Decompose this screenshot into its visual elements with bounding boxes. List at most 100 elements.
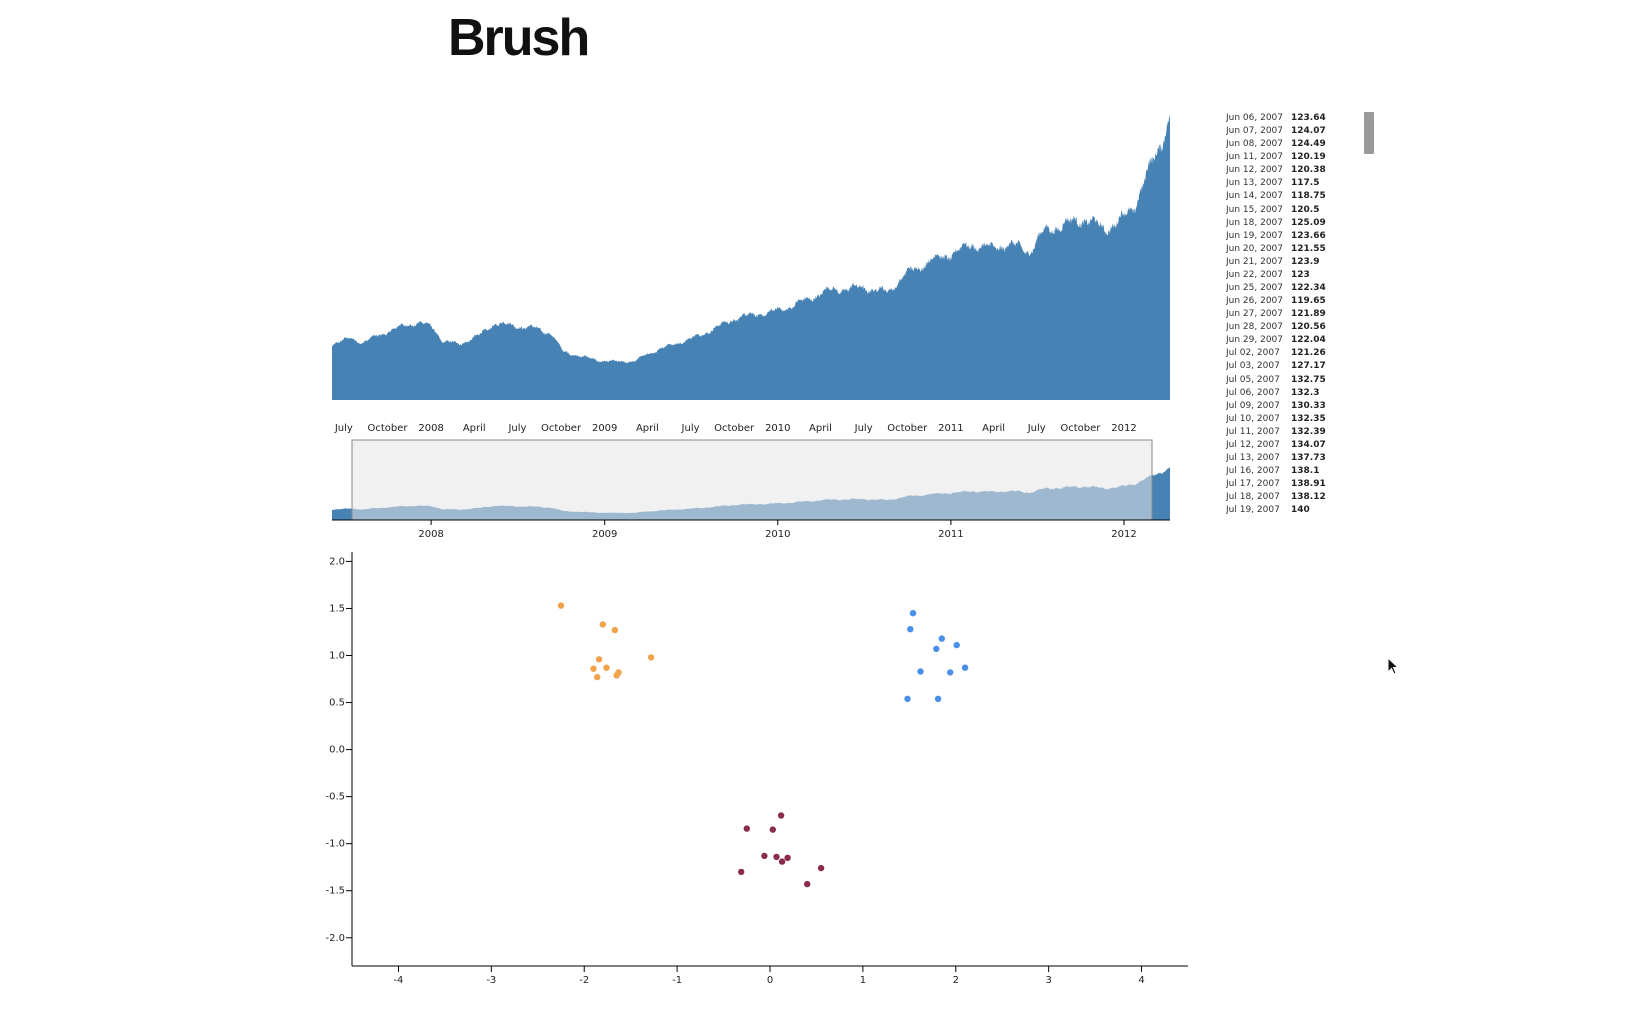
- scatter-y-tick-label: -1.5: [325, 886, 345, 897]
- table-value: 119.65: [1291, 296, 1326, 307]
- table-date: Jun 25, 2007: [1226, 283, 1284, 294]
- focus-x-tick-label: April: [636, 423, 659, 434]
- scatter-point-maroon: [738, 868, 745, 876]
- scatter-x-tick-label: -3: [486, 975, 496, 986]
- scatter-point-maroon: [817, 864, 825, 872]
- scatter-point-blue: [907, 626, 914, 633]
- table-row: Jun 19, 2007 123.66: [1226, 230, 1376, 243]
- scatter-x-tick-label: 4: [1138, 975, 1144, 986]
- focus-x-tick-label: 2010: [765, 423, 790, 434]
- table-row: Jun 13, 2007 117.5: [1226, 177, 1376, 190]
- context-x-tick-label: 2011: [938, 529, 963, 540]
- table-date: Jun 11, 2007: [1226, 152, 1284, 163]
- focus-x-tick-label: October: [1060, 423, 1101, 434]
- scatter-point-blue: [953, 641, 960, 649]
- table-row: Jun 07, 2007 124.07: [1226, 125, 1376, 138]
- table-row: Jul 16, 2007 138.1: [1226, 465, 1376, 478]
- table-row: Jul 19, 2007 140: [1226, 504, 1376, 516]
- table-value: 123.64: [1291, 113, 1326, 123]
- focus-x-tick-label: October: [541, 423, 582, 434]
- table-row: Jun 06, 2007 123.64: [1226, 112, 1376, 125]
- table-date: Jun 14, 2007: [1226, 191, 1284, 202]
- table-date: Jul 05, 2007: [1226, 374, 1280, 385]
- context-x-tick-label: 2008: [418, 529, 443, 540]
- data-table[interactable]: Jun 06, 2007 123.64 Jun 07, 2007 124.07 Jun …: [1226, 112, 1376, 516]
- table-date: Jun 08, 2007: [1226, 139, 1284, 150]
- focus-x-tick-label: 2008: [418, 423, 443, 434]
- focus-x-tick-label: July: [854, 423, 873, 434]
- scatter-chart: 2.0 1.5 1.0 0.5 0.0 -0.5 -1.0 -1.5 -2.0 -4 -3 -2 -1 0…: [325, 552, 1188, 986]
- table-value: 121.89: [1291, 309, 1326, 320]
- scatter-point-maroon: [761, 852, 768, 860]
- table-value: 121.26: [1291, 348, 1326, 359]
- table-value: 132.75: [1291, 374, 1326, 385]
- scatter-y-tick-label: 0.5: [329, 698, 345, 709]
- scatter-point-blue: [934, 695, 942, 702]
- table-value: 123.9: [1291, 256, 1320, 267]
- table-row: Jun 14, 2007 118.75: [1226, 190, 1376, 203]
- table-value: 123.66: [1291, 230, 1326, 241]
- table-date: Jul 18, 2007: [1226, 492, 1280, 503]
- scatter-point-orange: [595, 656, 603, 663]
- table-value: 127.17: [1291, 361, 1326, 372]
- scatter-point-maroon: [784, 854, 791, 861]
- table-row: Jun 25, 2007 122.34: [1226, 282, 1376, 295]
- focus-x-tick-label: 2011: [938, 423, 963, 434]
- focus-x-tick-label: July: [681, 423, 700, 434]
- table-row: Jun 20, 2007 121.55: [1226, 243, 1376, 256]
- mouse-cursor-icon: [1387, 657, 1400, 675]
- scatter-x-tick-label: -4: [393, 975, 403, 986]
- table-date: Jun 18, 2007: [1226, 217, 1284, 228]
- table-row: Jun 22, 2007 123: [1226, 269, 1376, 282]
- scatter-point-maroon: [777, 812, 785, 819]
- table-date: Jun 27, 2007: [1226, 309, 1284, 320]
- page-title: Brush: [448, 9, 590, 67]
- table-value: 138.12: [1291, 492, 1326, 503]
- table-date: Jun 22, 2007: [1226, 269, 1284, 280]
- scatter-point-maroon: [769, 826, 776, 833]
- table-value: 132.39: [1291, 426, 1326, 437]
- table-value: 120.38: [1291, 165, 1326, 176]
- table-value: 120.5: [1291, 204, 1320, 215]
- table-date: Jul 02, 2007: [1226, 348, 1280, 359]
- table-value: 123: [1291, 269, 1310, 280]
- context-x-tick-label: 2009: [592, 529, 617, 540]
- focus-x-tick-label: July: [1027, 423, 1046, 434]
- context-chart[interactable]: 2008 2009 2010 2011 2012: [332, 439, 1170, 540]
- scrollbar-thumb[interactable]: [1364, 112, 1374, 154]
- table-date: Jul 03, 2007: [1226, 361, 1280, 372]
- table-date: Jun 07, 2007: [1226, 126, 1284, 137]
- scatter-x-tick-label: 3: [1045, 975, 1051, 986]
- table-row: Jun 15, 2007 120.5: [1226, 204, 1376, 217]
- scatter-point-orange: [590, 665, 597, 672]
- context-x-tick-label: 2010: [765, 529, 790, 540]
- table-value: 132.3: [1291, 387, 1320, 398]
- table-date: Jun 15, 2007: [1226, 204, 1284, 215]
- table-value: 138.1: [1291, 466, 1320, 477]
- table-date: Jun 28, 2007: [1226, 322, 1284, 333]
- table-date: Jul 16, 2007: [1226, 466, 1280, 477]
- scatter-y-tick-label: 1.0: [329, 651, 345, 662]
- table-row: Jun 08, 2007 124.49: [1226, 138, 1376, 151]
- table-value: 125.09: [1291, 217, 1326, 228]
- table-row: Jun 12, 2007 120.38: [1226, 164, 1376, 177]
- scatter-point-orange: [613, 672, 620, 679]
- focus-x-tick-label: April: [463, 423, 486, 434]
- table-row: Jul 02, 2007 121.26: [1226, 347, 1376, 360]
- table-value: 138.91: [1291, 479, 1326, 490]
- table-date: Jun 21, 2007: [1226, 256, 1284, 267]
- focus-x-tick-label: April: [982, 423, 1005, 434]
- scatter-point-maroon: [804, 880, 811, 888]
- scatter-point-orange: [594, 673, 601, 681]
- table-row: Jul 17, 2007 138.91: [1226, 478, 1376, 491]
- table-value: 121.55: [1291, 243, 1326, 254]
- table-date: Jun 13, 2007: [1226, 178, 1284, 189]
- scatter-y-tick-label: -0.5: [325, 792, 345, 803]
- brush-selection[interactable]: [351, 439, 1153, 521]
- focus-x-tick-label: October: [367, 423, 408, 434]
- focus-x-tick-label: April: [809, 423, 832, 434]
- table-date: Jun 29, 2007: [1226, 335, 1284, 346]
- table-date: Jul 17, 2007: [1226, 479, 1280, 490]
- table-row: Jul 09, 2007 130.33: [1226, 400, 1376, 413]
